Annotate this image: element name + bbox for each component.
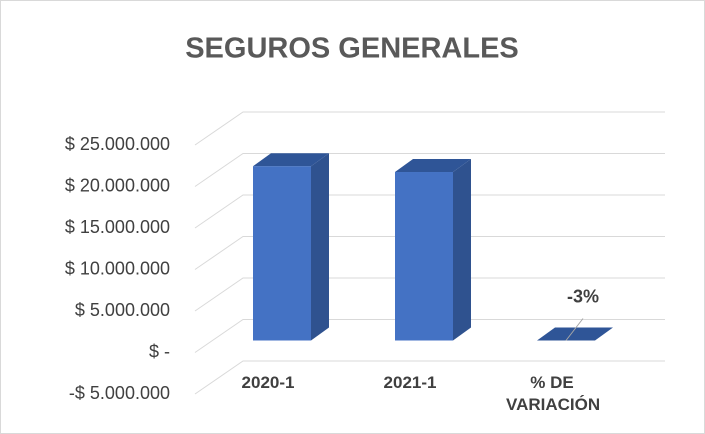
grid-line bbox=[194, 319, 665, 353]
bar-side bbox=[453, 159, 471, 341]
grid-line bbox=[194, 194, 665, 229]
leader-line bbox=[565, 318, 584, 341]
x-tick-label: % DE VARIACIÓN bbox=[506, 373, 601, 414]
bar bbox=[395, 172, 453, 341]
y-tick-label: $ 10.000.000 bbox=[65, 258, 170, 278]
chart-title: SEGUROS GENERALES bbox=[185, 33, 519, 65]
y-tick-label: $ 5.000.000 bbox=[75, 300, 170, 320]
grid-line bbox=[194, 111, 665, 146]
bar-top bbox=[537, 327, 613, 341]
y-tick-label: -$ 5.000.000 bbox=[69, 383, 170, 403]
x-tick-label: 2020-1 bbox=[241, 373, 295, 392]
data-label: -3% bbox=[567, 286, 599, 306]
x-tick-label: 2021-1 bbox=[383, 373, 437, 392]
bar bbox=[253, 166, 311, 341]
grid-line bbox=[194, 153, 665, 187]
grid-line bbox=[194, 236, 665, 270]
bar-side bbox=[311, 153, 329, 341]
y-tick-label: $ 20.000.000 bbox=[65, 175, 170, 195]
y-tick-label: $ 25.000.000 bbox=[65, 134, 170, 154]
grid-line bbox=[194, 277, 665, 312]
y-tick-label: $ - bbox=[149, 341, 170, 361]
grid-line bbox=[194, 360, 665, 395]
bar-top bbox=[253, 153, 329, 167]
bar-top bbox=[395, 159, 471, 173]
y-tick-label: $ 15.000.000 bbox=[65, 217, 170, 237]
